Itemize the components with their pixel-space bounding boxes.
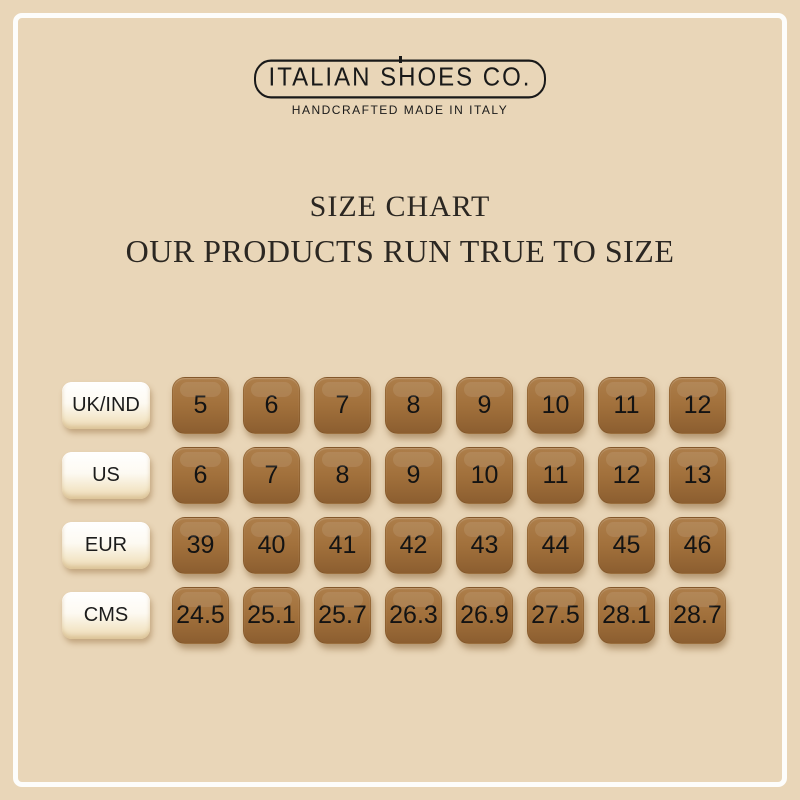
size-row-cms: CMS 24.5 25.1 25.7 26.3 26.9 27.5 28.1 2… bbox=[62, 586, 726, 644]
size-tile[interactable]: 7 bbox=[243, 446, 300, 504]
size-tile[interactable]: 43 bbox=[456, 516, 513, 574]
size-tile[interactable]: 10 bbox=[456, 446, 513, 504]
size-tile[interactable]: 13 bbox=[669, 446, 726, 504]
size-tile[interactable]: 27.5 bbox=[527, 586, 584, 644]
size-chart-table: UK/IND 5 6 7 8 9 10 11 12 US 6 7 8 9 10 … bbox=[62, 376, 726, 656]
page-title: SIZE CHART bbox=[309, 190, 491, 223]
size-tile[interactable]: 41 bbox=[314, 516, 371, 574]
size-tile[interactable]: 6 bbox=[172, 446, 229, 504]
brand-name: ITALIAN SHOES CO. bbox=[268, 62, 532, 92]
size-tile[interactable]: 10 bbox=[527, 376, 584, 434]
size-tile[interactable]: 24.5 bbox=[172, 586, 229, 644]
heading-block: SIZE CHART OUR PRODUCTS RUN TRUE TO SIZE bbox=[0, 190, 800, 270]
size-tile[interactable]: 28.7 bbox=[669, 586, 726, 644]
size-tile[interactable]: 9 bbox=[385, 446, 442, 504]
size-tile[interactable]: 40 bbox=[243, 516, 300, 574]
size-tile[interactable]: 45 bbox=[598, 516, 655, 574]
size-tile[interactable]: 44 bbox=[527, 516, 584, 574]
brand-tagline: HANDCRAFTED MADE IN ITALY bbox=[291, 103, 509, 117]
size-tile[interactable]: 28.1 bbox=[598, 586, 655, 644]
size-tile[interactable]: 42 bbox=[385, 516, 442, 574]
row-header-us: US bbox=[62, 451, 150, 499]
size-row-uk-ind: UK/IND 5 6 7 8 9 10 11 12 bbox=[62, 376, 726, 434]
size-tile[interactable]: 8 bbox=[385, 376, 442, 434]
size-tile[interactable]: 46 bbox=[669, 516, 726, 574]
row-header-uk-ind: UK/IND bbox=[62, 381, 150, 429]
size-tile[interactable]: 9 bbox=[456, 376, 513, 434]
size-tile[interactable]: 7 bbox=[314, 376, 371, 434]
size-tile[interactable]: 11 bbox=[598, 376, 655, 434]
size-tile[interactable]: 25.1 bbox=[243, 586, 300, 644]
size-tile[interactable]: 11 bbox=[527, 446, 584, 504]
size-tile[interactable]: 5 bbox=[172, 376, 229, 434]
size-tile[interactable]: 8 bbox=[314, 446, 371, 504]
logo-tick-mark bbox=[398, 56, 402, 63]
size-tile[interactable]: 12 bbox=[669, 376, 726, 434]
logo-border-box: ITALIAN SHOES CO. bbox=[253, 59, 547, 99]
size-tile[interactable]: 25.7 bbox=[314, 586, 371, 644]
page-subtitle: OUR PRODUCTS RUN TRUE TO SIZE bbox=[125, 233, 675, 269]
size-row-us: US 6 7 8 9 10 11 12 13 bbox=[62, 446, 726, 504]
size-tile[interactable]: 26.9 bbox=[456, 586, 513, 644]
size-tile[interactable]: 12 bbox=[598, 446, 655, 504]
size-row-eur: EUR 39 40 41 42 43 44 45 46 bbox=[62, 516, 726, 574]
row-header-eur: EUR bbox=[62, 521, 150, 569]
size-tile[interactable]: 6 bbox=[243, 376, 300, 434]
row-header-cms: CMS bbox=[62, 591, 150, 639]
size-tile[interactable]: 39 bbox=[172, 516, 229, 574]
brand-logo: ITALIAN SHOES CO. HANDCRAFTED MADE IN IT… bbox=[0, 56, 800, 117]
size-tile[interactable]: 26.3 bbox=[385, 586, 442, 644]
